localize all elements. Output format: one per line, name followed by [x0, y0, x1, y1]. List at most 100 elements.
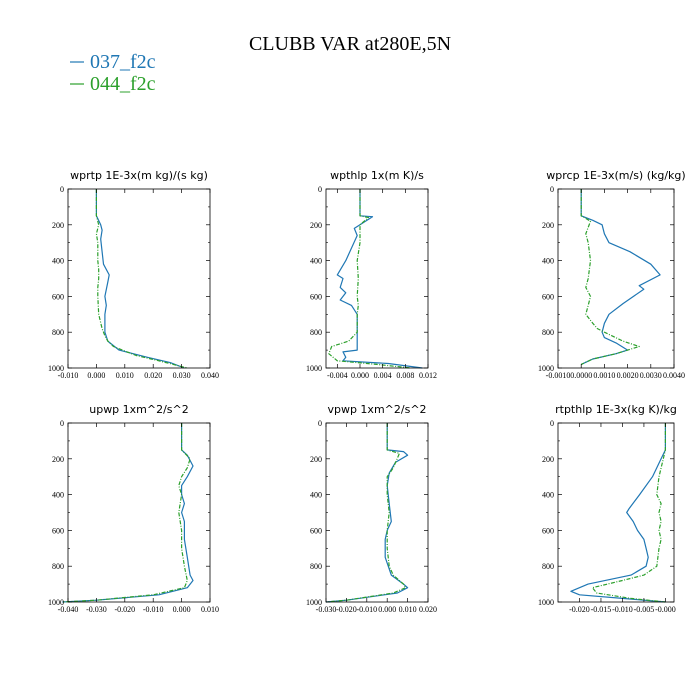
y-tick-label: 600	[310, 526, 322, 535]
y-tick-label: 400	[310, 257, 322, 266]
y-tick-label: 400	[52, 491, 64, 500]
panel-title: vpwp 1xm^2/s^2	[327, 403, 426, 416]
y-tick-label: 800	[310, 562, 322, 571]
x-tick-label: 0.000	[87, 371, 105, 380]
x-tick-label: 0.000	[173, 605, 191, 614]
x-tick-label: 0.020	[419, 605, 437, 614]
x-tick-label: 0.004	[374, 371, 392, 380]
panels: wprtp 1E-3x(m kg)/(s kg) 0 200 400 600 800 100…	[48, 169, 686, 614]
plot-frame	[557, 422, 675, 603]
y-tick-label: 200	[542, 221, 554, 230]
x-tick-label: -0.030	[86, 605, 107, 614]
series-line-044_f2c	[328, 189, 412, 369]
x-tick-label: -0.030	[316, 605, 337, 614]
panel-title: wprtp 1E-3x(m kg)/(s kg)	[70, 169, 208, 182]
y-tick-label: 0	[60, 185, 64, 194]
y-tick-label: 0	[550, 419, 554, 428]
x-tick-label: -0.004	[327, 371, 348, 380]
series-line-037_f2c	[336, 189, 423, 369]
panel-title: wpthlp 1x(m K)/s	[330, 169, 424, 182]
panel-title: rtpthlp 1E-3x(kg K)/kg	[555, 403, 677, 416]
x-tick-label: 0.012	[419, 371, 437, 380]
legend-label-1: 037_f2c	[90, 51, 156, 73]
y-tick-label: 0	[318, 185, 322, 194]
y-tick-label: 600	[542, 526, 554, 535]
series-line-037_f2c	[580, 189, 661, 365]
y-tick-label: 400	[310, 491, 322, 500]
y-tick-label: 200	[52, 221, 64, 230]
y-tick-label: 200	[310, 221, 322, 230]
plot-frame	[557, 188, 675, 369]
x-tick-label: 0.0000	[570, 371, 592, 380]
y-tick-label: 400	[542, 491, 554, 500]
x-tick-label: -0.020	[336, 605, 357, 614]
y-tick-label: 800	[52, 562, 64, 571]
x-tick-label: -0.0010	[546, 371, 571, 380]
x-tick-label: -0.005	[634, 605, 655, 614]
y-tick-label: 1000	[538, 598, 554, 607]
y-tick-label: 800	[542, 562, 554, 571]
x-tick-label: -0.010	[356, 605, 377, 614]
panel-title: upwp 1xm^2/s^2	[89, 403, 189, 416]
series-line-037_f2c	[62, 423, 194, 603]
y-tick-label: 400	[52, 257, 64, 266]
series-line-044_f2c	[580, 189, 640, 365]
y-tick-label: 1000	[306, 598, 322, 607]
y-tick-label: 200	[310, 455, 322, 464]
series-line-037_f2c	[95, 189, 185, 369]
x-tick-label: -0.015	[591, 605, 612, 614]
x-tick-label: -0.000	[655, 605, 676, 614]
y-tick-label: 0	[550, 185, 554, 194]
plot-frame	[67, 188, 211, 369]
y-tick-label: 0	[318, 419, 322, 428]
x-tick-label: -0.040	[58, 605, 79, 614]
x-tick-label: 0.010	[201, 605, 219, 614]
x-tick-label: 0.0030	[640, 371, 662, 380]
figure-title: CLUBB VAR at280E,5N	[249, 33, 451, 55]
panel-6: rtpthlp 1E-3x(kg K)/kg0 200 400 600 800 1000 -…	[538, 403, 677, 614]
y-tick-label: 600	[310, 292, 322, 301]
plot-frame	[325, 422, 429, 603]
y-tick-label: 600	[52, 292, 64, 301]
series-line-044_f2c	[591, 423, 667, 603]
x-tick-label: 0.040	[201, 371, 219, 380]
panel-3: wprcp 1E-3x(m/s) (kg/kg) 0 200 400 600 800 100…	[538, 169, 686, 380]
y-tick-label: 600	[52, 526, 64, 535]
x-tick-label: 0.000	[378, 605, 396, 614]
series-line-044_f2c	[95, 189, 188, 369]
x-tick-label: 0.020	[144, 371, 162, 380]
x-tick-label: -0.010	[143, 605, 164, 614]
x-tick-label: 0.0040	[663, 371, 685, 380]
y-tick-label: 1000	[48, 598, 64, 607]
x-tick-label: 0.0010	[593, 371, 615, 380]
y-tick-label: 400	[542, 257, 554, 266]
y-tick-label: 1000	[48, 364, 64, 373]
x-tick-label: 0.0020	[617, 371, 639, 380]
x-tick-label: -0.020	[114, 605, 135, 614]
y-tick-label: 800	[52, 328, 64, 337]
x-tick-label: -0.020	[569, 605, 590, 614]
plot-frame	[325, 188, 429, 369]
plot-frame	[67, 422, 211, 603]
x-tick-label: -0.010	[58, 371, 79, 380]
x-tick-label: 0.010	[116, 371, 134, 380]
y-tick-label: 1000	[538, 364, 554, 373]
series-line-037_f2c	[325, 423, 409, 603]
panel-1: wprtp 1E-3x(m kg)/(s kg) 0 200 400 600 800 100…	[48, 169, 219, 380]
panel-title: wprcp 1E-3x(m/s) (kg/kg)	[546, 169, 685, 182]
x-tick-label: 0.010	[399, 605, 417, 614]
x-tick-label: 0.000	[351, 371, 369, 380]
x-tick-label: -0.010	[612, 605, 633, 614]
y-tick-label: 200	[52, 455, 64, 464]
series-line-044_f2c	[62, 423, 191, 603]
series-line-044_f2c	[325, 423, 407, 603]
y-tick-label: 800	[542, 328, 554, 337]
x-tick-label: 0.030	[173, 371, 191, 380]
legend-label-2: 044_f2c	[90, 73, 156, 95]
y-tick-label: 800	[310, 328, 322, 337]
